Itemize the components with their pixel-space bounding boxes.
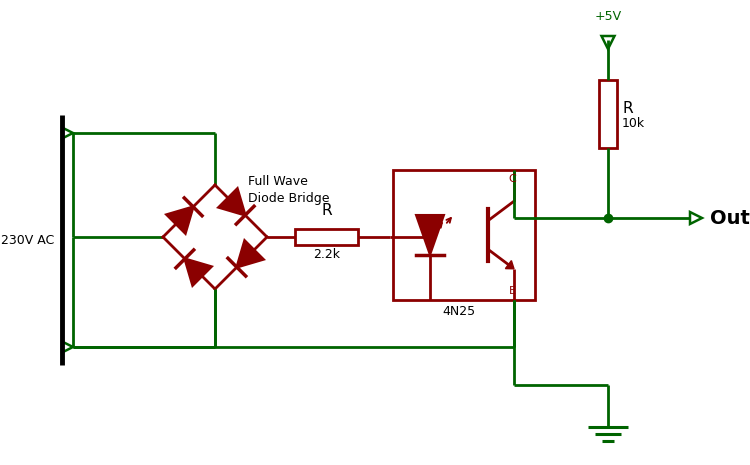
Text: E: E <box>509 286 515 296</box>
Text: 2.2k: 2.2k <box>313 248 340 261</box>
Polygon shape <box>166 207 194 233</box>
Text: 4N25: 4N25 <box>442 305 476 318</box>
Polygon shape <box>237 241 263 267</box>
Text: 230V AC: 230V AC <box>2 233 55 246</box>
Polygon shape <box>219 189 245 215</box>
Text: +5V: +5V <box>595 9 622 22</box>
Text: C: C <box>509 174 516 184</box>
Bar <box>295 229 358 245</box>
Text: R: R <box>622 100 632 115</box>
Text: Full Wave
Diode Bridge: Full Wave Diode Bridge <box>248 175 329 205</box>
Polygon shape <box>184 259 211 286</box>
Polygon shape <box>506 260 514 269</box>
Polygon shape <box>416 215 444 255</box>
Text: 10k: 10k <box>622 117 645 129</box>
Bar <box>599 80 617 148</box>
Bar <box>393 170 535 300</box>
Text: Output: Output <box>710 208 750 227</box>
Text: R: R <box>321 203 332 218</box>
